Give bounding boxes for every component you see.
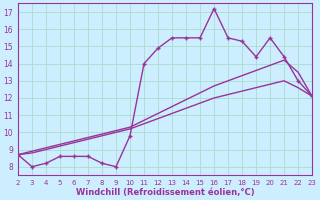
- X-axis label: Windchill (Refroidissement éolien,°C): Windchill (Refroidissement éolien,°C): [76, 188, 254, 197]
